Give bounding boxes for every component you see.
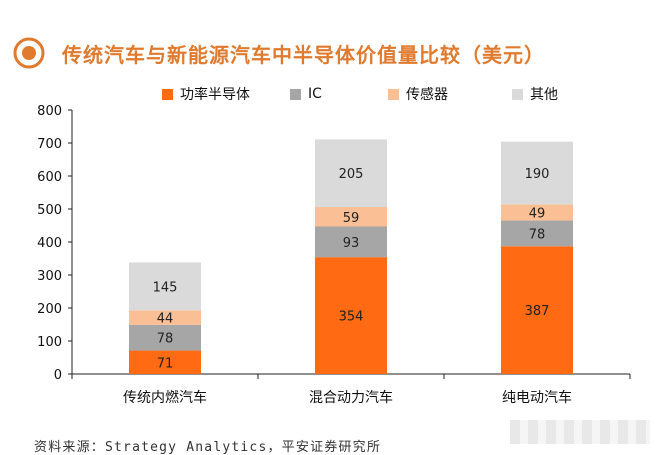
data-label: 205	[339, 167, 364, 182]
bar-segment	[129, 310, 201, 325]
x-category-label: 混合动力汽车	[309, 389, 393, 406]
data-label: 49	[529, 206, 546, 221]
y-tick-label: 700	[37, 137, 62, 152]
bar-segment	[315, 207, 387, 227]
y-tick-label: 0	[54, 368, 62, 383]
legend: 功率半导体 IC 传感器 其他	[0, 82, 660, 108]
legend-swatch	[512, 88, 523, 100]
legend-label: IC	[308, 86, 322, 102]
y-tick-label: 400	[37, 236, 62, 251]
bar-segment	[129, 324, 201, 351]
title-row: 传统汽车与新能源汽车中半导体价值量比较（美元）	[0, 0, 660, 70]
legend-label: 传感器	[406, 87, 448, 103]
bar-segment	[315, 139, 387, 208]
y-tick-label: 200	[37, 302, 62, 317]
data-label: 354	[339, 310, 364, 325]
data-label: 59	[343, 211, 360, 226]
stacked-bar-chart: 0 100 200 300 400 500 600 700 800 71 78 44 145 传统内燃汽车…	[37, 104, 631, 406]
source-note: 资料来源：Strategy Analytics，平安证券研究所	[34, 440, 382, 455]
legend-item-ic: IC	[290, 82, 322, 106]
target-icon	[13, 37, 45, 69]
bar-segment	[129, 350, 201, 374]
data-label: 387	[525, 304, 550, 319]
legend-swatch	[162, 88, 173, 100]
data-label: 190	[525, 167, 550, 182]
data-label: 44	[157, 312, 174, 327]
data-label: 145	[153, 280, 178, 295]
y-tick-label: 800	[37, 104, 62, 119]
bar-segment	[315, 257, 387, 374]
legend-item-other: 其他	[512, 82, 558, 106]
bar-segment	[501, 220, 573, 247]
data-label: 71	[157, 356, 174, 371]
bar-segment	[129, 262, 201, 311]
bar-segment	[501, 204, 573, 221]
bar-segment	[315, 226, 387, 258]
y-tick-label: 500	[37, 203, 62, 218]
x-category-label: 纯电动汽车	[502, 389, 572, 406]
data-label: 93	[343, 236, 360, 251]
legend-item-sensor: 传感器	[388, 82, 448, 106]
legend-label: 其他	[530, 87, 558, 103]
y-tick-label: 100	[37, 335, 62, 350]
legend-swatch	[388, 88, 399, 100]
bar-segment	[501, 141, 573, 205]
y-tick-label: 300	[37, 269, 62, 284]
data-label: 78	[157, 332, 174, 347]
legend-item-power: 功率半导体	[162, 82, 250, 106]
legend-label: 功率半导体	[180, 87, 250, 103]
watermark	[510, 420, 650, 444]
x-category-label: 传统内燃汽车	[123, 389, 207, 406]
legend-swatch	[290, 88, 301, 100]
chart-title: 传统汽车与新能源汽车中半导体价值量比较（美元）	[62, 43, 545, 67]
y-tick-label: 600	[37, 170, 62, 185]
bar-segment	[501, 246, 573, 374]
data-label: 78	[529, 227, 546, 242]
